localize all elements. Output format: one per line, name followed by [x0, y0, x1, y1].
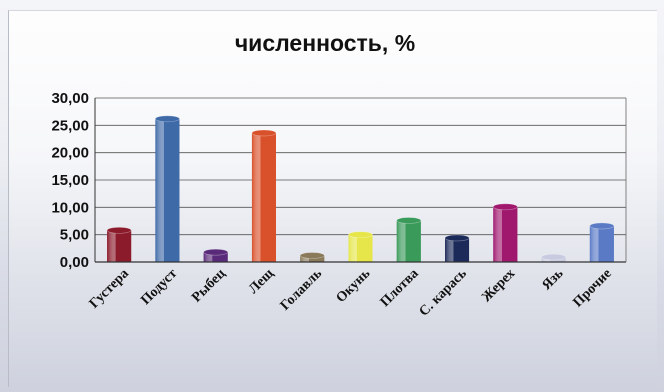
bar-shine	[348, 234, 373, 262]
bar-shine	[251, 132, 276, 262]
bar	[155, 115, 180, 262]
x-axis-ticks: Густера Подуст Рыбец Лещ Голавль Окунь ПлотваС…	[87, 266, 615, 320]
bars	[106, 115, 615, 262]
bar	[299, 252, 325, 262]
y-tick-label: 10,00	[51, 199, 89, 216]
chart-panel	[8, 10, 657, 387]
y-axis-ticks: 0,00 5,00 10,00 15,00 20,00 25,00 30,00	[51, 90, 89, 271]
bar-cap	[348, 231, 373, 238]
x-tick-label: Прочие	[570, 266, 614, 310]
y-tick-label: 5,00	[60, 227, 89, 244]
bar	[348, 231, 373, 262]
bar-cap	[493, 203, 518, 211]
x-tick-label: Подуст	[138, 266, 180, 308]
x-tick-label: Плотва	[378, 266, 422, 310]
bar-shine	[155, 118, 180, 262]
x-tick-label: Окунь	[334, 266, 374, 306]
bar	[444, 234, 470, 262]
x-tick-label: Жерех	[479, 266, 518, 305]
bar-cap	[541, 253, 566, 261]
x-tick-label: Лещ	[246, 266, 277, 297]
x-tick-label: Густера	[87, 266, 132, 311]
bar	[541, 253, 566, 262]
bar-shine	[203, 252, 228, 262]
y-tick-label: 30,00	[51, 90, 89, 107]
x-tick-label: Язь	[539, 266, 566, 293]
bar-cap	[106, 226, 132, 234]
bar	[251, 129, 277, 262]
bar-cap	[203, 248, 228, 256]
bar-cap	[299, 252, 325, 259]
bar-cap	[251, 129, 277, 137]
x-tick-label: Голавль	[278, 266, 326, 314]
y-tick-label: 25,00	[51, 117, 89, 134]
y-tick-label: 20,00	[51, 145, 89, 162]
bar	[203, 248, 228, 262]
x-tick-label: С. карась	[417, 266, 471, 320]
bar-shine	[107, 230, 132, 262]
bar	[589, 222, 615, 262]
bar-shine	[396, 220, 421, 262]
bar-shine	[589, 225, 614, 262]
bar	[396, 217, 422, 262]
bar	[493, 203, 518, 262]
y-tick-label: 0,00	[60, 254, 89, 271]
bar-shine	[445, 237, 470, 262]
x-tick-label: Рыбец	[189, 266, 228, 305]
bar-cap	[155, 115, 180, 123]
bar	[106, 226, 132, 262]
y-tick-label: 15,00	[51, 172, 89, 189]
chart-title: численность, %	[235, 30, 415, 56]
bar-cap	[396, 217, 422, 224]
bar-shine	[493, 206, 518, 262]
bar-cap	[589, 222, 615, 230]
bar-cap	[444, 234, 470, 242]
bar-shine	[300, 255, 325, 262]
